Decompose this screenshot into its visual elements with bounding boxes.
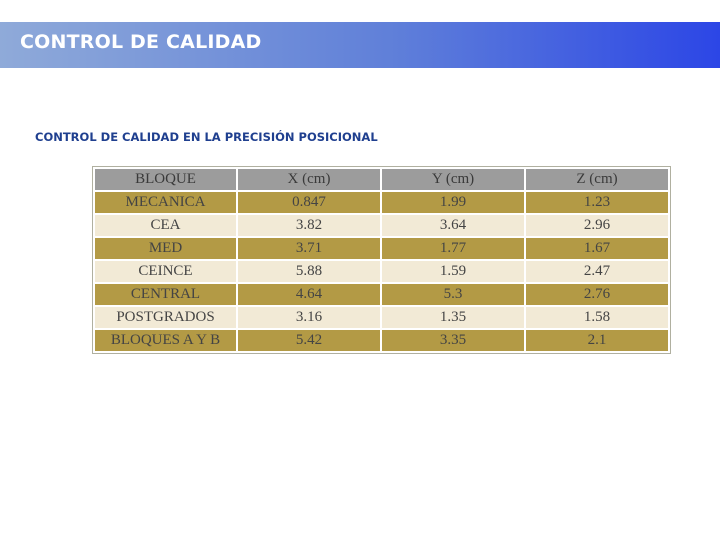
cell-bloque: POSTGRADOS bbox=[95, 307, 238, 330]
cell-y: 1.59 bbox=[382, 261, 526, 284]
cell-bloque: MECANICA bbox=[95, 192, 238, 215]
table-header-row: BLOQUE X (cm) Y (cm) Z (cm) bbox=[95, 169, 670, 192]
cell-x: 3.71 bbox=[238, 238, 382, 261]
cell-x: 5.88 bbox=[238, 261, 382, 284]
column-header-bloque: BLOQUE bbox=[95, 169, 238, 192]
data-table-container: BLOQUE X (cm) Y (cm) Z (cm) MECANICA 0.8… bbox=[93, 167, 670, 353]
page-title: CONTROL DE CALIDAD bbox=[20, 31, 262, 53]
table-row: CEINCE 5.88 1.59 2.47 bbox=[95, 261, 670, 284]
table-row: POSTGRADOS 3.16 1.35 1.58 bbox=[95, 307, 670, 330]
cell-y: 5.3 bbox=[382, 284, 526, 307]
title-banner: CONTROL DE CALIDAD bbox=[0, 22, 720, 68]
table-row: MECANICA 0.847 1.99 1.23 bbox=[95, 192, 670, 215]
cell-z: 1.67 bbox=[526, 238, 670, 261]
cell-bloque: MED bbox=[95, 238, 238, 261]
cell-z: 2.76 bbox=[526, 284, 670, 307]
positional-precision-table: BLOQUE X (cm) Y (cm) Z (cm) MECANICA 0.8… bbox=[93, 167, 670, 353]
table-row: CENTRAL 4.64 5.3 2.76 bbox=[95, 284, 670, 307]
cell-z: 2.47 bbox=[526, 261, 670, 284]
cell-x: 0.847 bbox=[238, 192, 382, 215]
section-subtitle: CONTROL DE CALIDAD EN LA PRECISIÓN POSIC… bbox=[35, 130, 378, 144]
cell-y: 1.35 bbox=[382, 307, 526, 330]
cell-y: 1.99 bbox=[382, 192, 526, 215]
cell-bloque: CEA bbox=[95, 215, 238, 238]
cell-x: 3.16 bbox=[238, 307, 382, 330]
column-header-x: X (cm) bbox=[238, 169, 382, 192]
cell-bloque: CEINCE bbox=[95, 261, 238, 284]
cell-bloque: CENTRAL bbox=[95, 284, 238, 307]
cell-x: 4.64 bbox=[238, 284, 382, 307]
table-row: MED 3.71 1.77 1.67 bbox=[95, 238, 670, 261]
table-row: BLOQUES A Y B 5.42 3.35 2.1 bbox=[95, 330, 670, 353]
cell-x: 3.82 bbox=[238, 215, 382, 238]
cell-z: 2.96 bbox=[526, 215, 670, 238]
cell-y: 3.64 bbox=[382, 215, 526, 238]
cell-y: 1.77 bbox=[382, 238, 526, 261]
table-row: CEA 3.82 3.64 2.96 bbox=[95, 215, 670, 238]
cell-z: 1.58 bbox=[526, 307, 670, 330]
column-header-z: Z (cm) bbox=[526, 169, 670, 192]
cell-x: 5.42 bbox=[238, 330, 382, 353]
cell-z: 1.23 bbox=[526, 192, 670, 215]
cell-y: 3.35 bbox=[382, 330, 526, 353]
cell-bloque: BLOQUES A Y B bbox=[95, 330, 238, 353]
cell-z: 2.1 bbox=[526, 330, 670, 353]
column-header-y: Y (cm) bbox=[382, 169, 526, 192]
